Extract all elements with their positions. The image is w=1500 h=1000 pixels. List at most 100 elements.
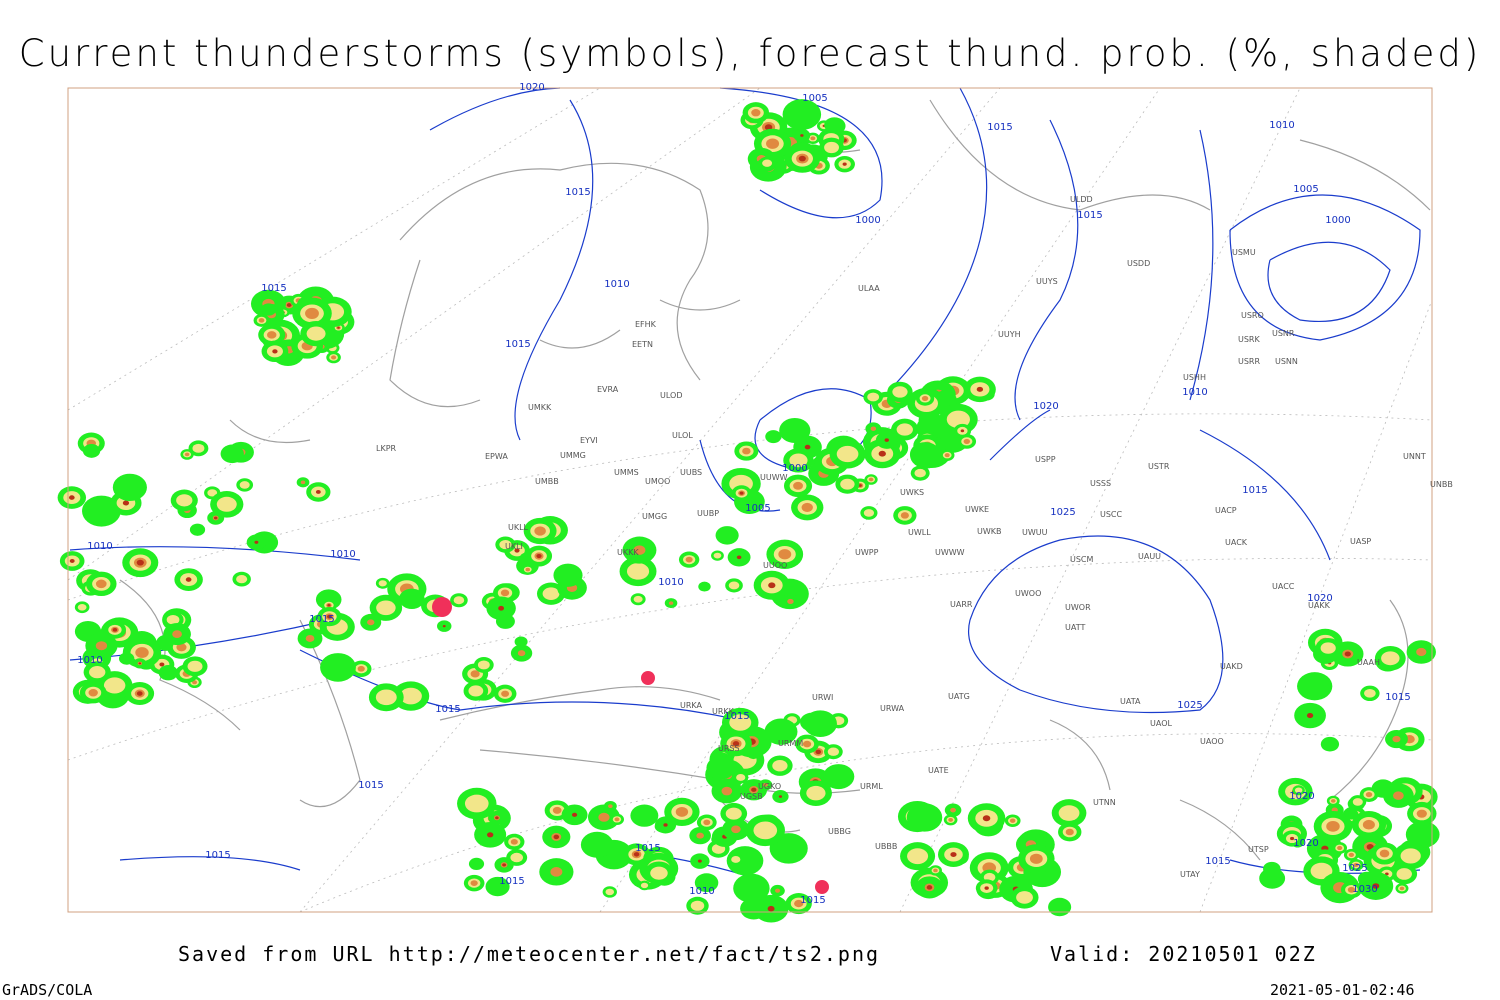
prob-shade xyxy=(690,900,705,911)
prob-shade xyxy=(502,863,507,867)
prob-shade xyxy=(732,741,740,747)
prob-shade xyxy=(1353,862,1359,868)
prob-shade xyxy=(236,574,248,584)
prob-shade xyxy=(468,857,485,870)
prob-shade xyxy=(878,450,886,457)
prob-shade xyxy=(740,897,768,920)
prob-shade xyxy=(907,848,929,865)
prob-shade xyxy=(510,852,523,863)
prob-shade xyxy=(470,670,480,678)
prob-shade xyxy=(827,747,839,756)
prob-shade xyxy=(810,136,816,141)
prob-shade xyxy=(697,859,702,863)
prob-shade xyxy=(778,549,792,560)
prob-shade xyxy=(863,509,875,517)
prob-shade xyxy=(468,685,484,697)
station-label: UWKE xyxy=(965,505,989,514)
station-label: UAKK xyxy=(1308,601,1331,610)
prob-shade xyxy=(721,786,733,796)
storm-symbol xyxy=(432,597,452,617)
station-label: UWLL xyxy=(908,528,931,537)
prob-shade xyxy=(753,821,778,840)
station-label: UUBS xyxy=(680,468,702,477)
prob-shade xyxy=(764,124,773,131)
isobar-label: 1015 xyxy=(1205,856,1230,867)
prob-shade xyxy=(815,749,822,755)
isobar-label: 1000 xyxy=(1325,215,1350,226)
station-label: UWPP xyxy=(855,548,879,557)
station-label: UMGG xyxy=(642,512,667,521)
isobar-label: 1020 xyxy=(1033,401,1058,412)
prob-shade xyxy=(1294,787,1303,794)
station-label: UARR xyxy=(950,600,973,609)
prob-shade xyxy=(216,496,237,512)
isobar-label: 1015 xyxy=(505,339,530,350)
station-label: UNBB xyxy=(1430,480,1453,489)
prob-shade xyxy=(765,430,782,444)
isobar-label: 1015 xyxy=(309,614,334,625)
prob-shade xyxy=(158,664,178,681)
isobar-label: 1010 xyxy=(330,549,355,560)
prob-shade xyxy=(1364,688,1376,698)
prob-shade xyxy=(663,823,668,827)
prob-shade xyxy=(984,886,989,890)
prob-shade xyxy=(640,882,649,889)
prob-shade xyxy=(798,155,806,162)
prob-shade xyxy=(696,832,704,839)
prob-shade xyxy=(884,438,889,442)
isobar-label: 1015 xyxy=(800,895,825,906)
station-label: UWKB xyxy=(977,527,1002,536)
prob-shade xyxy=(536,553,542,559)
prob-shade xyxy=(896,423,913,436)
station-label: USSS xyxy=(1090,479,1111,488)
prob-shade xyxy=(802,740,812,748)
station-label: UMOO xyxy=(645,477,670,486)
prob-shade xyxy=(77,603,87,611)
prob-shade xyxy=(1399,886,1405,891)
station-label: USCM xyxy=(1070,555,1094,564)
prob-shade xyxy=(1320,642,1336,654)
prob-shade xyxy=(176,494,193,507)
prob-shade xyxy=(525,567,531,572)
prob-shade xyxy=(580,831,614,858)
prob-shade xyxy=(698,581,711,592)
prob-shade xyxy=(870,426,877,431)
station-label: UAOL xyxy=(1150,719,1172,728)
prob-shade xyxy=(550,867,563,877)
prob-shade xyxy=(485,876,510,897)
prob-shade xyxy=(768,582,776,589)
prob-shade xyxy=(498,605,505,611)
isobar-label: 1010 xyxy=(689,886,714,897)
station-label: URMM xyxy=(778,739,803,748)
prob-shade xyxy=(789,453,808,468)
prob-shade xyxy=(713,552,722,559)
isobar-label: 1005 xyxy=(802,93,827,104)
prob-shade xyxy=(166,614,180,625)
prob-shade xyxy=(598,812,610,822)
prob-shade xyxy=(357,665,365,672)
station-label: UATA xyxy=(1120,697,1141,706)
station-label: UUWW xyxy=(760,473,788,482)
station-label: UGSB xyxy=(740,792,763,801)
prob-shade xyxy=(668,601,674,605)
prob-shade xyxy=(983,872,996,882)
prob-shade xyxy=(633,852,640,857)
prob-shade xyxy=(742,447,751,455)
prob-shade xyxy=(1029,853,1043,864)
prob-shade xyxy=(272,349,278,354)
station-label: URWA xyxy=(880,704,905,713)
map-frame xyxy=(67,87,1433,913)
isobar-label: 1025 xyxy=(1050,507,1075,518)
prob-shade xyxy=(1405,820,1440,849)
prob-shade xyxy=(733,873,770,903)
prob-shade xyxy=(650,866,668,880)
prob-shade xyxy=(534,526,546,536)
station-label: USDD xyxy=(1127,259,1150,268)
prob-shade xyxy=(553,563,583,587)
station-label: ULOD xyxy=(660,391,682,400)
isobar-label: 1000 xyxy=(855,215,880,226)
station-label: USCC xyxy=(1100,510,1123,519)
prob-shade xyxy=(736,555,742,560)
isobar-label: 1015 xyxy=(205,850,230,861)
prob-shade xyxy=(187,660,203,672)
